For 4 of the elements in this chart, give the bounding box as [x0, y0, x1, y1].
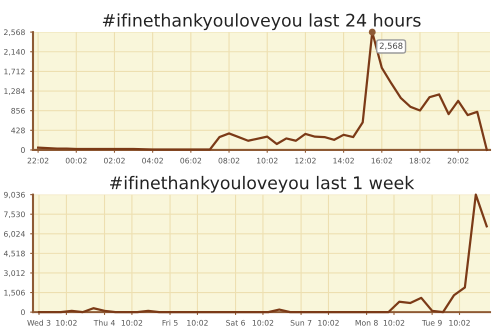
chart-title: #ifinethankyouloveyou last 24 hours	[102, 13, 421, 30]
chart-title: #ifinethankyouloveyou last 1 week	[110, 176, 414, 193]
annotation: 2,568	[380, 42, 402, 50]
line-series	[38, 194, 488, 314]
